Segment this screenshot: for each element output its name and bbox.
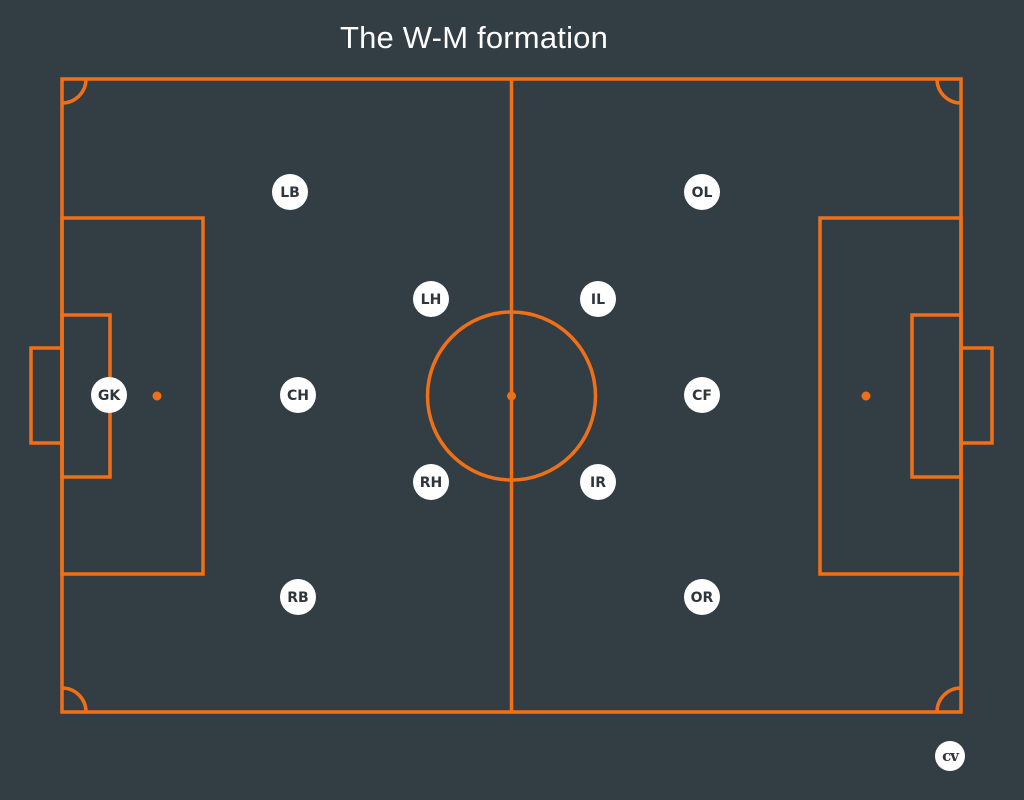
player-marker <box>580 464 616 500</box>
left-goal <box>29 346 64 445</box>
player-label: LB <box>280 185 300 201</box>
left-penalty-area <box>60 216 205 576</box>
player-lh: LH <box>413 281 449 317</box>
player-label: LH <box>421 292 442 308</box>
player-or: OR <box>684 579 720 615</box>
player-il: IL <box>580 281 616 317</box>
player-marker <box>684 377 720 413</box>
player-label: CH <box>287 388 309 404</box>
corner-arc-bottom-left <box>61 686 88 713</box>
right-goal <box>959 346 994 445</box>
right-penalty-spot <box>861 391 871 401</box>
player-label: GK <box>98 388 121 404</box>
player-label: IL <box>591 292 605 308</box>
player-gk: GK <box>91 377 127 413</box>
player-ch: CH <box>280 377 316 413</box>
player-ir: IR <box>580 464 616 500</box>
corner-arc-top-right <box>935 78 962 105</box>
corner-arc-bottom-right <box>935 686 962 713</box>
right-goal-area <box>910 313 963 479</box>
player-label: IR <box>590 475 606 491</box>
player-label: OR <box>691 590 714 606</box>
player-marker <box>684 579 720 615</box>
player-ol: OL <box>684 174 720 210</box>
player-label: RB <box>287 590 308 606</box>
right-penalty-area <box>818 216 963 576</box>
player-marker <box>413 281 449 317</box>
player-rh: RH <box>413 464 449 500</box>
player-marker <box>280 377 316 413</box>
player-label: CF <box>692 388 712 404</box>
player-marker <box>280 579 316 615</box>
player-marker <box>580 281 616 317</box>
centre-spot <box>507 391 516 401</box>
player-marker <box>684 174 720 210</box>
corner-arc-top-left <box>61 78 88 105</box>
player-marker <box>272 174 308 210</box>
player-marker <box>91 377 127 413</box>
player-lb: LB <box>272 174 308 210</box>
player-marker <box>413 464 449 500</box>
player-rb: RB <box>280 579 316 615</box>
player-label: RH <box>420 475 443 491</box>
page-title: The W-M formation <box>339 20 609 55</box>
centre-circle <box>425 310 598 482</box>
left-penalty-spot <box>152 391 162 401</box>
player-cf: CF <box>684 377 720 413</box>
player-label: OL <box>692 185 713 201</box>
cv-logo: cv <box>935 741 965 771</box>
